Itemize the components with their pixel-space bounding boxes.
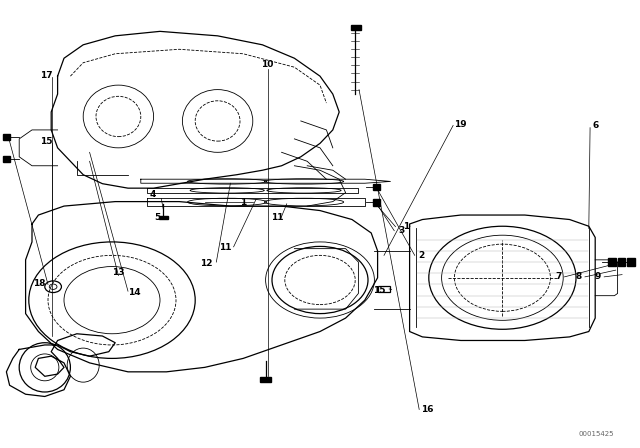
Bar (608, 258, 616, 266)
Text: 7: 7 (555, 272, 561, 281)
Text: 13: 13 (112, 268, 125, 277)
Text: 00015425: 00015425 (579, 431, 614, 437)
Bar (3, 134, 10, 140)
Text: 17: 17 (40, 71, 52, 80)
Bar (378, 286, 390, 292)
Text: 4: 4 (149, 190, 156, 199)
Text: 15: 15 (40, 137, 52, 146)
Text: 19: 19 (454, 120, 467, 129)
Text: 1: 1 (240, 198, 246, 207)
Text: 1: 1 (403, 222, 410, 231)
Text: 11: 11 (271, 213, 284, 222)
Text: 14: 14 (128, 288, 141, 297)
Bar (260, 377, 271, 382)
Text: 2: 2 (418, 251, 424, 260)
Text: 8: 8 (575, 272, 582, 281)
Text: 9: 9 (595, 272, 601, 281)
Text: 15: 15 (372, 286, 385, 295)
Text: 6: 6 (592, 121, 598, 130)
Bar (3, 156, 10, 162)
Bar (627, 258, 635, 266)
Text: 3: 3 (399, 226, 405, 235)
Text: 11: 11 (219, 243, 232, 252)
Text: 5: 5 (154, 213, 161, 222)
Bar (618, 258, 625, 266)
Text: 16: 16 (421, 405, 434, 414)
Text: 12: 12 (200, 259, 212, 268)
Text: 10: 10 (261, 60, 274, 69)
Text: 18: 18 (33, 279, 46, 288)
Bar (373, 199, 380, 206)
Bar (159, 216, 168, 219)
Bar (373, 184, 380, 190)
Bar (351, 25, 361, 30)
